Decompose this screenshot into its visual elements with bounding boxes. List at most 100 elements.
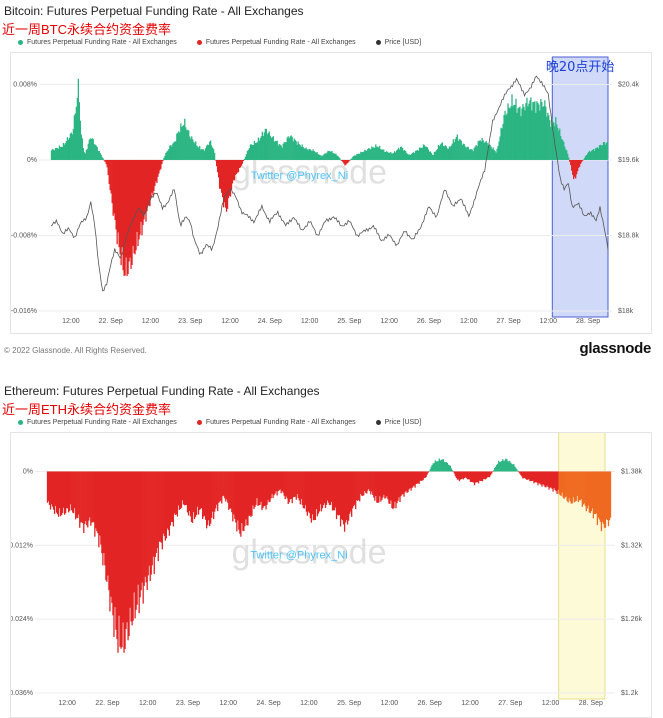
funding-bar-positive <box>422 144 425 160</box>
funding-bar-positive <box>498 141 500 160</box>
eth-legend-price[interactable]: Price [USD] <box>375 419 421 426</box>
funding-bar-positive <box>352 156 354 160</box>
funding-bar-negative <box>407 471 409 493</box>
funding-bar-negative <box>214 471 216 512</box>
funding-bar-negative <box>244 471 246 527</box>
funding-bar-positive <box>337 155 339 160</box>
funding-bar-positive <box>312 149 314 160</box>
funding-bar-negative <box>577 471 579 503</box>
funding-bar-positive <box>490 146 492 160</box>
funding-bar-positive <box>434 460 436 472</box>
funding-bar-negative <box>298 471 300 501</box>
funding-bar-negative <box>550 471 552 488</box>
funding-bar-positive <box>362 152 364 160</box>
funding-bar-negative <box>212 471 214 512</box>
funding-bar-positive <box>448 465 451 472</box>
funding-bar-negative <box>127 159 129 275</box>
btc-chart-svg[interactable]: 0.008% 0% -0.008% -0.016% $20.4k $19.6k $18.8k… <box>11 53 651 333</box>
funding-bar-positive <box>583 157 586 160</box>
funding-bar-positive <box>434 151 437 160</box>
funding-bar-positive <box>315 152 317 160</box>
btc-legend-negative[interactable]: Futures Perpetual Funding Rate - All Exc… <box>196 39 356 46</box>
funding-bar-positive <box>504 460 506 472</box>
funding-bar-positive <box>431 464 433 472</box>
funding-bar-positive <box>589 152 592 160</box>
funding-bar-negative <box>374 471 376 501</box>
funding-bar-negative <box>530 471 532 482</box>
funding-bar-positive <box>512 106 514 160</box>
funding-bar-positive <box>327 150 329 160</box>
btc-legend-positive[interactable]: Futures Perpetual Funding Rate - All Exc… <box>18 39 177 46</box>
funding-bar-negative <box>323 471 326 504</box>
funding-bar-negative <box>580 471 582 500</box>
funding-bar-negative <box>595 471 598 514</box>
funding-bar-negative <box>145 471 147 583</box>
funding-bar-positive <box>78 102 80 160</box>
funding-bar-positive <box>439 460 441 472</box>
x-tick-label: 12:00 <box>139 700 157 707</box>
funding-bar-negative <box>569 159 571 162</box>
funding-bar-positive <box>511 94 513 160</box>
funding-bar-positive <box>492 147 494 160</box>
funding-bar-positive <box>167 150 169 160</box>
funding-bar-negative <box>98 471 100 548</box>
funding-bar-negative <box>120 471 122 649</box>
funding-bar-negative <box>191 471 194 523</box>
funding-bar-negative <box>85 471 87 521</box>
funding-bar-positive <box>598 145 601 160</box>
funding-bar-positive <box>430 153 433 160</box>
funding-bar-positive <box>328 150 330 160</box>
funding-bar-positive <box>505 115 507 160</box>
btc-legend-price[interactable]: Price [USD] <box>375 39 421 46</box>
x-tick-label: 28. Sep <box>579 700 603 707</box>
funding-bar-positive <box>205 148 207 160</box>
funding-bar-positive <box>410 153 413 160</box>
funding-bar-positive <box>385 151 387 160</box>
funding-bar-negative <box>54 471 57 506</box>
funding-bar-negative <box>295 471 297 500</box>
funding-bar-negative <box>95 471 97 529</box>
funding-bar-positive <box>563 141 565 160</box>
funding-bar-negative <box>564 471 566 498</box>
funding-bar-positive <box>584 155 587 160</box>
funding-bar-negative <box>425 471 427 478</box>
funding-bar-negative <box>80 471 82 523</box>
funding-bar-positive <box>186 130 188 160</box>
funding-bar-positive <box>511 463 513 472</box>
funding-bar-negative <box>383 471 385 495</box>
funding-bar-negative <box>469 471 472 483</box>
funding-bar-negative <box>580 159 583 163</box>
funding-bar-negative <box>419 471 421 481</box>
funding-bar-positive <box>475 145 477 160</box>
funding-bar-positive <box>431 154 434 160</box>
funding-bar-negative <box>599 471 602 522</box>
funding-bar-positive <box>382 149 384 160</box>
funding-bar-positive <box>443 146 446 160</box>
funding-bar-negative <box>209 471 211 527</box>
eth-legend-positive[interactable]: Futures Perpetual Funding Rate - All Exc… <box>18 419 177 426</box>
funding-bar-negative <box>454 471 457 477</box>
funding-bar-negative <box>453 471 456 474</box>
funding-bar-negative <box>492 471 494 473</box>
legend-negative-dot <box>196 40 202 45</box>
funding-bar-negative <box>349 159 351 161</box>
funding-bar-negative <box>168 471 171 536</box>
eth-chart-svg[interactable]: 0% -0.012% -0.024% -0.036% $1.38k $1.32k $1.26… <box>11 433 651 717</box>
funding-bar-positive <box>486 142 488 160</box>
eth-legend-negative[interactable]: Futures Perpetual Funding Rate - All Exc… <box>196 419 356 426</box>
y-left-tick-label: -0.008% <box>11 232 37 239</box>
funding-bar-positive <box>208 145 210 160</box>
funding-bar-negative <box>479 471 482 481</box>
funding-bar-negative <box>343 471 346 532</box>
y-left-tick-label: -0.024% <box>11 616 33 623</box>
funding-bar-negative <box>170 471 173 522</box>
funding-bar-positive <box>177 132 179 160</box>
funding-bar-negative <box>547 471 549 487</box>
funding-bar-negative <box>417 471 419 484</box>
funding-bar-negative <box>452 471 455 473</box>
funding-bar-negative <box>410 471 412 491</box>
funding-bar-positive <box>196 145 198 160</box>
funding-bar-positive <box>433 152 436 160</box>
funding-bar-negative <box>281 471 283 491</box>
glassnode-logo[interactable]: glassnode <box>579 340 652 357</box>
